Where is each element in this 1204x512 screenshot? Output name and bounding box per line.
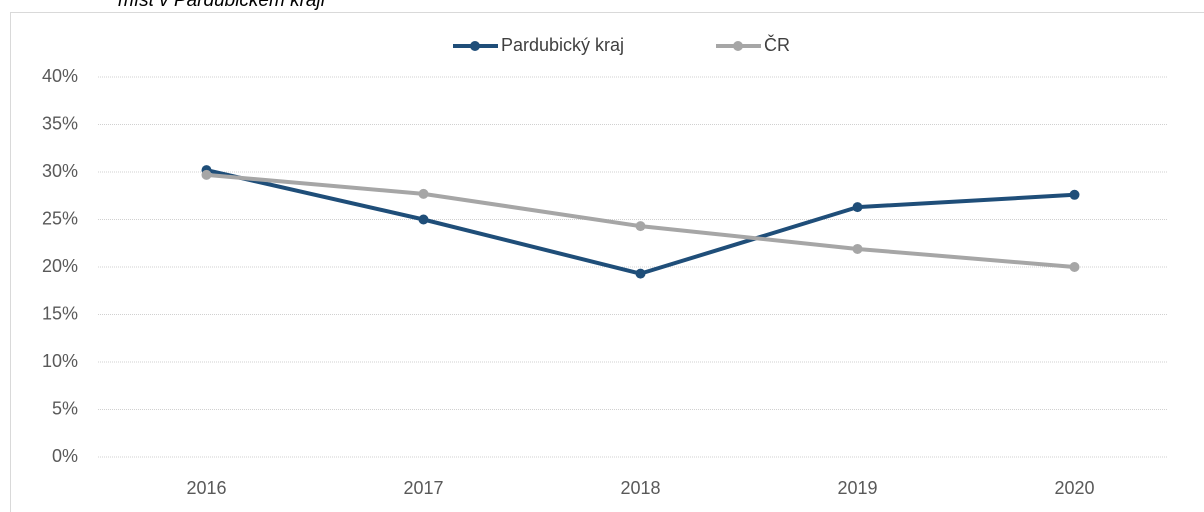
point [852,202,863,213]
point [1069,189,1080,200]
point [418,214,429,225]
y-tick-label: 0% [52,446,78,466]
y-tick-label: 25% [42,208,78,228]
x-tick-label: 2020 [1054,478,1094,498]
point [635,268,646,279]
point [201,169,212,180]
x-tick-label: 2016 [186,478,226,498]
legend-label: ČR [764,34,790,55]
y-tick-label: 30% [42,161,78,181]
x-tick-label: 2017 [403,478,443,498]
chart-title: míst v Pardubickém kraji [118,0,326,11]
point [1069,262,1080,272]
y-tick-label: 10% [42,351,78,371]
legend-marker [733,41,743,51]
point [852,243,863,254]
y-tick-label: 5% [52,398,78,418]
point [635,221,646,232]
legend-marker [470,41,480,51]
y-tick-label: 15% [42,303,78,323]
point [418,188,429,199]
x-tick-label: 2019 [837,478,877,498]
x-tick-label: 2018 [620,478,660,498]
y-tick-label: 35% [42,113,78,133]
legend-label: Pardubický kraj [501,35,624,55]
y-tick-label: 20% [42,256,78,276]
y-tick-label: 40% [42,66,78,86]
